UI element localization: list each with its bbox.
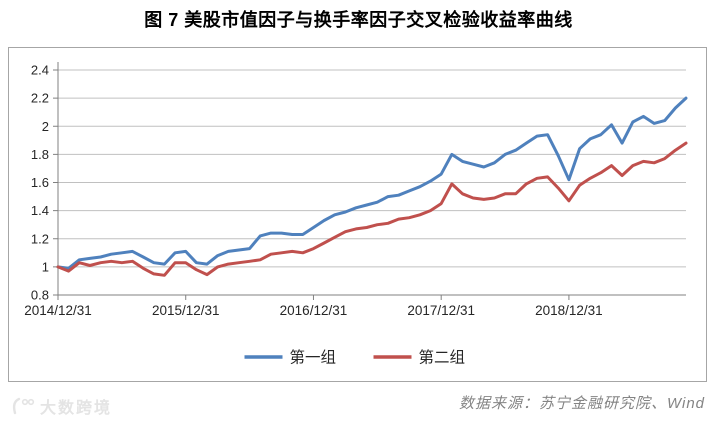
svg-text:2018/12/31: 2018/12/31	[535, 303, 603, 318]
legend-label-1: 第一组	[290, 349, 337, 367]
legend-label-2: 第二组	[419, 349, 466, 367]
watermark-icon	[12, 397, 35, 415]
svg-text:2016/12/31: 2016/12/31	[280, 303, 348, 318]
chart-title: 图 7 美股市值因子与换手率因子交叉检验收益率曲线	[144, 10, 573, 30]
legend: 第一组 第二组	[244, 349, 466, 367]
svg-text:2.4: 2.4	[31, 63, 49, 78]
svg-text:2014/12/31: 2014/12/31	[24, 303, 92, 318]
svg-text:2017/12/31: 2017/12/31	[407, 303, 475, 318]
watermark-text: 大数跨境	[40, 400, 113, 417]
series-line-1	[56, 96, 688, 270]
chart-svg: 0.8 1 1.2 1.4 1.6 1.8 2 2.2 2.4 2014/12/31 2015/12…	[24, 62, 688, 367]
svg-text:1: 1	[42, 259, 49, 274]
series-line-2	[56, 141, 688, 277]
y-axis-labels: 0.8 1 1.2 1.4 1.6 1.8 2 2.2 2.4	[31, 63, 49, 303]
svg-text:2: 2	[42, 119, 49, 134]
svg-text:1.6: 1.6	[31, 175, 49, 190]
data-source-caption: 数据来源：苏宁金融研究院、Wind	[458, 395, 705, 412]
svg-text:2.2: 2.2	[31, 91, 49, 106]
svg-text:2015/12/31: 2015/12/31	[152, 303, 220, 318]
svg-text:0.8: 0.8	[31, 288, 49, 303]
footer-row: 大数跨境 数据来源：苏宁金融研究院、Wind	[0, 390, 717, 420]
svg-text:1.8: 1.8	[31, 147, 49, 162]
gridlines	[53, 69, 686, 296]
x-axis-labels: 2014/12/31 2015/12/31 2016/12/31 2017/12/31…	[24, 295, 603, 318]
svg-text:1.4: 1.4	[31, 203, 49, 218]
chart-area: 0.8 1 1.2 1.4 1.6 1.8 2 2.2 2.4 2014/12/31 2015/12…	[8, 47, 707, 382]
svg-text:1.2: 1.2	[31, 231, 49, 246]
watermark-logo: 大数跨境	[10, 394, 112, 418]
